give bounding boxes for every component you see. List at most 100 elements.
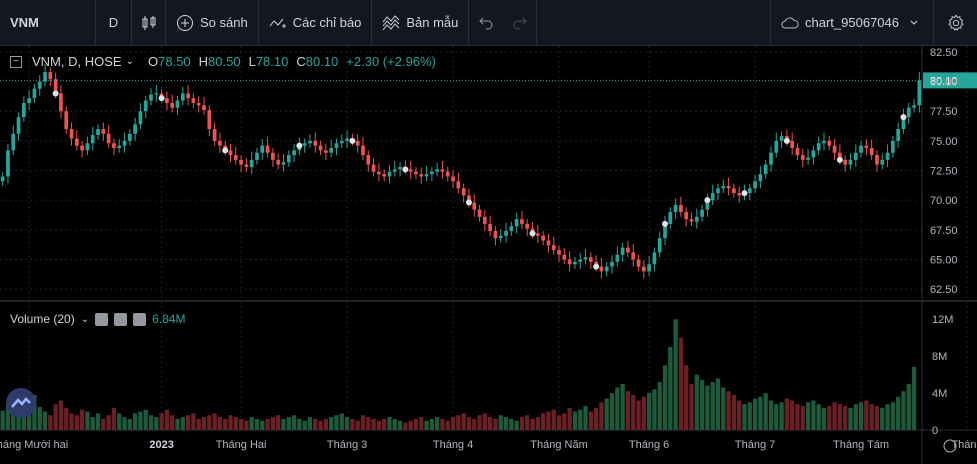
candle-body xyxy=(774,140,779,153)
volume-bar xyxy=(551,409,556,430)
volume-bar xyxy=(302,420,307,430)
candle-body xyxy=(456,181,461,189)
time-tick-label: Tháng Tám xyxy=(833,439,889,451)
volume-bar xyxy=(132,413,138,430)
chevron-down-icon[interactable]: ⌄ xyxy=(125,56,134,67)
volume-bar xyxy=(392,418,397,430)
candle-body xyxy=(218,140,222,146)
candle-body xyxy=(276,159,281,165)
volume-bar xyxy=(811,400,816,430)
candle-body xyxy=(906,107,911,118)
candle-body xyxy=(96,129,100,135)
time-tick-label: Tháng 7 xyxy=(735,439,775,451)
event-marker[interactable] xyxy=(349,137,356,144)
chevron-down-icon[interactable]: ⌄ xyxy=(80,313,90,325)
volume-bar xyxy=(705,385,710,430)
candle-body xyxy=(32,88,37,99)
candle-body xyxy=(366,155,371,165)
volume-bar xyxy=(291,415,297,430)
eye-icon[interactable] xyxy=(95,312,109,326)
event-marker[interactable] xyxy=(529,230,536,237)
candle-body xyxy=(514,219,519,227)
volume-bar xyxy=(721,387,726,430)
volume-bar xyxy=(37,406,42,430)
chart-type-button[interactable] xyxy=(132,0,166,45)
legend-title[interactable]: VNM, D, HOSE xyxy=(32,54,122,69)
price-tick-label: 77.50 xyxy=(930,106,958,118)
volume-bar xyxy=(281,418,286,430)
candle-body xyxy=(689,219,694,222)
undo-button[interactable] xyxy=(469,0,503,45)
volume-bar xyxy=(201,417,207,430)
chart-area[interactable]: 80.10 82.50 80.00 77.50 75.00 72.50 70.00 67.50… xyxy=(0,46,977,464)
event-marker[interactable] xyxy=(836,156,843,163)
volume-bar xyxy=(350,418,355,430)
low-key: L xyxy=(248,54,256,69)
candle-body xyxy=(875,155,879,165)
volume-bar xyxy=(180,417,185,430)
event-marker[interactable] xyxy=(704,197,711,204)
candle-body xyxy=(414,171,418,175)
volume-bar xyxy=(853,404,858,430)
candle-body xyxy=(504,231,508,236)
candle-body xyxy=(255,152,259,160)
volume-bar xyxy=(382,418,387,430)
symbol-search-button[interactable]: VNM xyxy=(0,0,96,45)
close-icon[interactable] xyxy=(133,312,147,326)
gear-icon[interactable] xyxy=(114,312,128,326)
redo-button[interactable] xyxy=(503,0,538,45)
event-marker[interactable] xyxy=(900,114,907,121)
volume-bar xyxy=(212,413,217,430)
event-marker[interactable] xyxy=(783,137,790,144)
candle-body xyxy=(21,102,26,118)
gear-icon[interactable] xyxy=(943,439,957,453)
candle-body xyxy=(122,140,127,146)
candle-body xyxy=(37,81,42,89)
volume-bar xyxy=(101,418,106,430)
event-marker[interactable] xyxy=(662,220,669,227)
volume-bar xyxy=(731,394,737,430)
event-marker[interactable] xyxy=(222,147,229,154)
candle-body xyxy=(763,164,768,175)
candle-body xyxy=(795,148,800,156)
indicators-button[interactable]: Các chỉ báo xyxy=(259,0,373,45)
candle-body xyxy=(880,159,885,165)
volume-bar xyxy=(69,413,74,430)
volume-bar xyxy=(217,417,223,430)
settings-button[interactable] xyxy=(933,0,977,45)
volume-bar xyxy=(869,404,874,430)
chart-name-label: chart_95067046 xyxy=(805,15,899,30)
collapse-legend-button[interactable]: − xyxy=(10,55,22,68)
candle-body xyxy=(371,164,376,172)
volume-bar xyxy=(329,417,334,430)
candlestick-chart[interactable]: 80.10 82.50 80.00 77.50 75.00 72.50 70.00 67.50… xyxy=(0,46,977,464)
volume-bar xyxy=(42,411,48,430)
volume-bar xyxy=(779,402,784,430)
event-marker[interactable] xyxy=(593,263,600,270)
volume-bar xyxy=(795,404,800,430)
event-marker[interactable] xyxy=(465,199,472,206)
volume-bar xyxy=(864,400,869,430)
templates-button[interactable]: Bản mẫu xyxy=(372,0,470,45)
volume-bar xyxy=(413,418,419,430)
candle-body xyxy=(535,233,540,236)
volume-bar xyxy=(461,413,466,430)
event-marker[interactable] xyxy=(52,90,59,97)
volume-title[interactable]: Volume (20) xyxy=(10,312,75,326)
event-marker[interactable] xyxy=(296,142,303,149)
volume-bar xyxy=(440,418,445,430)
event-marker[interactable] xyxy=(158,95,165,102)
chart-layout-button[interactable]: chart_95067046 xyxy=(770,0,933,45)
candle-body xyxy=(647,264,651,272)
tradingview-logo-icon[interactable] xyxy=(6,388,36,418)
candle-body xyxy=(260,145,265,153)
volume-bar xyxy=(636,400,641,430)
candle-body xyxy=(451,176,455,182)
event-marker[interactable] xyxy=(741,190,748,197)
compare-button[interactable]: So sánh xyxy=(166,0,259,45)
volume-bar xyxy=(270,417,276,430)
time-tick-label: Tháng 6 xyxy=(629,439,669,451)
interval-button[interactable]: D xyxy=(96,0,132,45)
event-marker[interactable] xyxy=(402,166,409,173)
candle-body xyxy=(838,152,842,160)
